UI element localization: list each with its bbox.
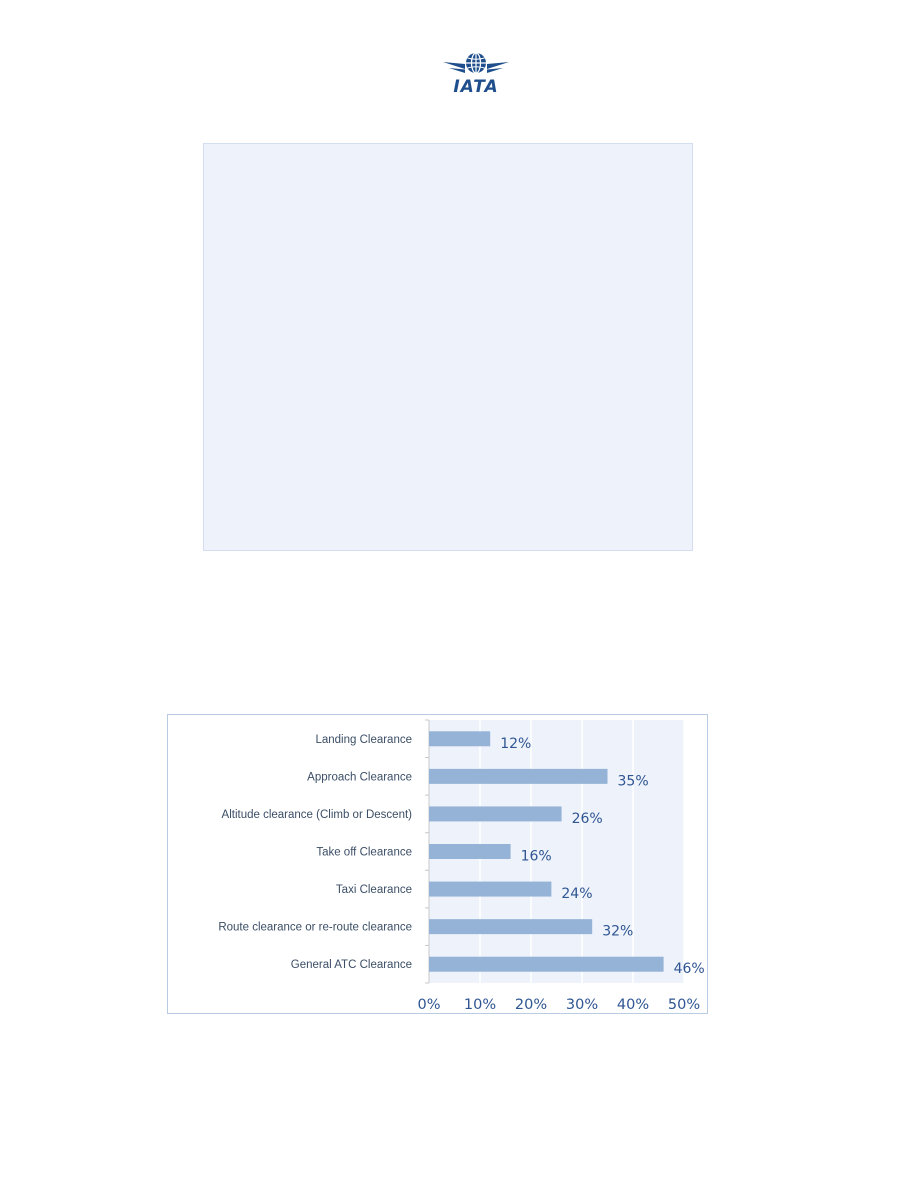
bar bbox=[429, 919, 593, 935]
bar bbox=[429, 806, 562, 822]
data-label: 12% bbox=[500, 736, 531, 752]
blank-panel bbox=[203, 143, 693, 551]
category-label: Approach Clearance bbox=[307, 771, 412, 783]
x-tick-label: 20% bbox=[515, 997, 547, 1013]
x-tick-label: 0% bbox=[417, 997, 440, 1013]
data-label: 46% bbox=[674, 961, 705, 977]
bar bbox=[429, 731, 491, 747]
category-label: General ATC Clearance bbox=[291, 959, 412, 971]
bar bbox=[429, 768, 608, 784]
iata-logo: IATA bbox=[441, 50, 511, 100]
data-label: 16% bbox=[521, 849, 552, 865]
data-label: 35% bbox=[618, 773, 649, 789]
globe-wings-icon bbox=[443, 52, 509, 74]
category-label: Landing Clearance bbox=[315, 734, 412, 746]
data-label: 26% bbox=[572, 811, 603, 827]
x-tick-label: 40% bbox=[617, 997, 649, 1013]
bar bbox=[429, 881, 552, 897]
category-label: Take off Clearance bbox=[316, 847, 412, 859]
category-label: Taxi Clearance bbox=[336, 884, 412, 896]
category-label: Altitude clearance (Climb or Descent) bbox=[222, 809, 413, 821]
bar bbox=[429, 956, 664, 972]
bar-chart: 0% 10% 20% 30% 40% 50% Landing Clearance 12% App… bbox=[167, 714, 708, 1014]
x-tick-label: 30% bbox=[566, 997, 598, 1013]
x-tick-label: 50% bbox=[668, 997, 700, 1013]
bar bbox=[429, 844, 511, 859]
category-label: Route clearance or re-route clearance bbox=[218, 922, 412, 934]
x-tick-label: 10% bbox=[464, 997, 496, 1013]
data-label: 24% bbox=[561, 886, 592, 902]
chart-svg: 0% 10% 20% 30% 40% 50% Landing Clearance 12% App… bbox=[218, 719, 705, 1013]
data-label: 32% bbox=[602, 924, 633, 940]
logo-wordmark: IATA bbox=[453, 77, 499, 97]
